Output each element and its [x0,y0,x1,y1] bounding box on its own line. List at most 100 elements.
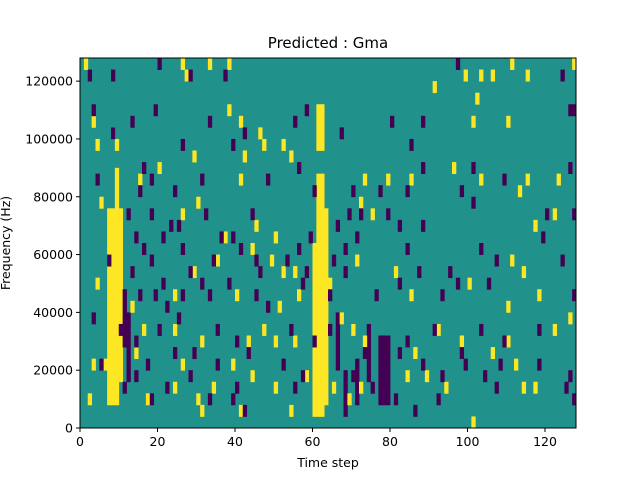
heatmap-cell-high [359,196,364,209]
heatmap-cell-high [289,404,294,417]
heatmap-cell-low [219,231,224,244]
y-tick-label: 20000 [33,363,73,378]
heatmap-cell-low [134,335,139,348]
heatmap-cell-low [266,173,271,186]
heatmap-cell-high [134,347,139,360]
heatmap-cell-low [494,254,499,267]
y-tick-label: 0 [65,421,73,436]
heatmap-cell-high [227,104,232,117]
heatmap-cell-high [273,381,279,394]
heatmap-cell-low [173,347,178,360]
heatmap-cell-low [235,381,240,394]
plot-frame [79,57,577,429]
y-axis-ticks: 0 20000 40000 60000 80000 100000 120000 [25,74,80,436]
heatmap-cell-low [153,104,158,117]
heatmap-cell-high [355,254,360,267]
x-tick-label: 40 [227,434,243,449]
heatmap-cell-low [289,323,294,336]
heatmap-cell-low [545,208,550,221]
heatmap-cell-high [180,358,186,371]
heatmap-cell-high [262,138,267,151]
heatmap-cell-low [188,69,193,82]
heatmap-cell-high [91,358,96,371]
x-tick-label: 20 [150,434,166,449]
heatmap-cell-low [312,185,317,198]
heatmap-cell-high [238,404,244,417]
heatmap-cell-high [452,162,457,175]
heatmap-cell-low [502,335,507,348]
x-axis-ticks: 0 20 40 60 80 100 120 [76,428,557,449]
heatmap-cell-low [471,162,476,175]
heatmap-cell-high [471,115,476,128]
heatmap-cell-high [432,81,437,94]
heatmap-cell-low [165,300,170,313]
heatmap-cell-high [246,335,251,348]
heatmap-cell-high [506,300,511,313]
heatmap-cell-low [421,162,426,175]
heatmap-cell-high [293,335,298,348]
heatmap-cell-high [281,138,286,151]
heatmap-cell-high [83,58,89,70]
heatmap-cell-low [107,254,112,267]
heatmap-cell-high [250,370,255,383]
heatmap-cell-high [521,381,527,394]
heatmap-cell-low [409,138,414,151]
heatmap-cell-low [382,335,387,406]
heatmap-cell-low [207,115,213,128]
heatmap-cell-high [459,335,465,348]
heatmap-cell-high [351,323,356,336]
heatmap-cell-low [436,393,441,406]
heatmap-cell-low [390,115,395,128]
heatmap-cell-high [196,393,201,406]
heatmap-cell-low [421,219,426,232]
heatmap-cell-low [207,393,213,406]
heatmap-cell-high [316,104,321,151]
heatmap-cell-low [386,208,391,221]
heatmap-cell-low [335,219,341,232]
heatmap-cell-low [347,208,352,221]
heatmap-cell-high [324,208,329,406]
heatmap-cell-high [328,277,333,290]
heatmap-cell-low [149,208,155,221]
heatmap-cell-low [95,173,100,186]
heatmap-cell-high [533,381,538,394]
y-tick-label: 100000 [25,131,73,146]
heatmap-cell-low [134,370,139,383]
heatmap-cell-low [471,196,476,209]
heatmap-cell-high [200,335,205,348]
heatmap-cell-high [479,173,484,186]
heatmap-cell-low [440,289,445,302]
heatmap-cell-low [339,127,344,140]
heatmap-cell-high [211,381,217,394]
heatmap-cell-low [421,115,426,128]
heatmap-cell-high [370,208,375,221]
heatmap-cell-low [165,381,170,394]
heatmap-cell-low [393,393,399,406]
heatmap-cell-low [568,162,573,175]
chart-title: Predicted : Gma [268,34,388,52]
heatmap-cell-high [91,115,96,128]
heatmap-cell-low [254,254,259,267]
heatmap-cell-low [564,381,569,394]
heatmap-cell-high [525,173,530,186]
heatmap-cell-high [235,289,240,302]
heatmap-cell-low [188,266,193,279]
heatmap-cell-high [359,381,364,394]
heatmap-cell-low [397,347,403,360]
heatmap-cell-low [180,243,186,255]
heatmap-cell-low [459,185,465,198]
heatmap-cell-high [475,92,480,105]
heatmap-cell-high [231,358,236,371]
heatmap-cell-high [297,289,302,302]
heatmap-cell-high [413,347,418,360]
heatmap-cell-high [111,208,116,406]
heatmap-cell-low [448,266,453,279]
y-tick-label: 120000 [25,74,73,89]
heatmap-cell-low [343,243,348,255]
heatmap-cell-high [192,266,197,279]
heatmap-cell-high [463,69,468,82]
heatmap-cell-high [339,312,344,325]
heatmap-cell-high [510,58,515,70]
heatmap-cell-high [254,219,259,232]
